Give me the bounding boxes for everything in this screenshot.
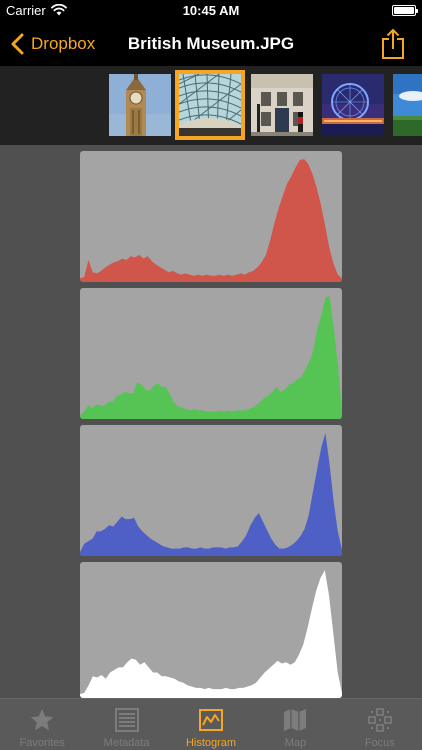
- thumbnail-strip[interactable]: [0, 66, 422, 145]
- tab-favorites-label: Favorites: [19, 737, 65, 749]
- thumbnail-buckingham-palace-guard[interactable]: [251, 74, 313, 136]
- status-time: 10:45 AM: [182, 3, 240, 18]
- thumbnail-park-sky[interactable]: [393, 74, 422, 136]
- histogram-red-chart: [80, 159, 342, 282]
- back-button-label: Dropbox: [31, 34, 96, 53]
- wifi-icon: [51, 4, 67, 16]
- list-icon: [114, 708, 139, 732]
- map-icon: [284, 709, 307, 731]
- tab-favorites[interactable]: Favorites: [0, 699, 84, 750]
- histogram-icon: [199, 709, 224, 731]
- back-button[interactable]: Dropbox: [10, 22, 95, 66]
- tab-focus[interactable]: Focus: [338, 699, 422, 750]
- histogram-blue-panel: [80, 425, 342, 556]
- tab-map-label: Map: [284, 737, 307, 749]
- thumbnail-london-eye-night[interactable]: [322, 74, 384, 136]
- histogram-luminance-chart: [80, 570, 342, 698]
- carrier-label: Carrier: [6, 3, 46, 18]
- share-icon[interactable]: [380, 28, 406, 60]
- tab-focus-label: Focus: [364, 737, 395, 749]
- histogram-red-panel: [80, 151, 342, 282]
- chevron-left-icon: [11, 33, 24, 55]
- star-icon: [31, 709, 54, 731]
- tab-metadata[interactable]: Metadata: [84, 699, 168, 750]
- tab-histogram-label: Histogram: [185, 737, 237, 749]
- thumbnail-british-museum-roof[interactable]: [175, 70, 245, 140]
- histogram-blue-area: [80, 433, 342, 556]
- tab-histogram[interactable]: Histogram: [169, 699, 253, 750]
- histogram-green-chart: [80, 296, 342, 419]
- tab-map[interactable]: Map: [253, 699, 337, 750]
- battery-icon: [392, 5, 418, 16]
- page-title: British Museum.JPG: [127, 34, 295, 53]
- status-bar: Carrier 10:45 AM: [0, 0, 422, 22]
- histogram-luminance-panel: [80, 562, 342, 698]
- tab-metadata-label: Metadata: [103, 737, 150, 749]
- histogram-red-area: [80, 159, 342, 282]
- histogram-blue-chart: [80, 433, 342, 556]
- histogram-green-panel: [80, 288, 342, 419]
- focus-grid-icon: [368, 708, 392, 732]
- histogram-green-area: [80, 296, 342, 419]
- histogram-area: [0, 145, 422, 698]
- navigation-bar: Dropbox British Museum.JPG: [0, 22, 422, 66]
- tab-bar: Favorites Metadata Histogram Map: [0, 698, 422, 750]
- thumbnail-big-ben[interactable]: [109, 74, 171, 136]
- histogram-luminance-area: [80, 570, 342, 698]
